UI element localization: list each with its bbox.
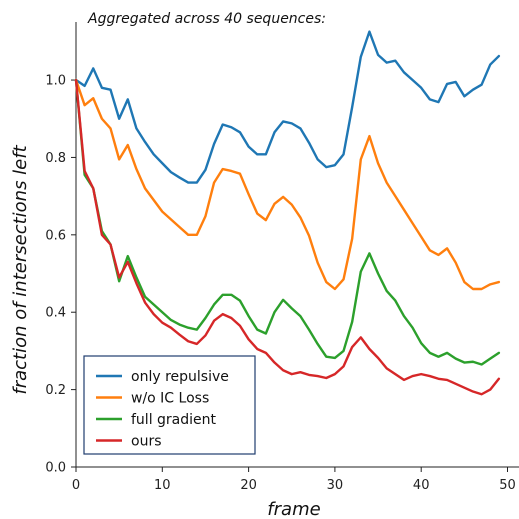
legend: only repulsive w/o IC Loss full gradient ou… (83, 355, 256, 455)
series-line-w-o-ic-loss (74, 78, 501, 291)
series-line-ours (74, 78, 501, 396)
y-axis-label: fraction of intersections left (10, 144, 31, 394)
legend-label: only repulsive (131, 369, 229, 385)
legend-box (83, 355, 256, 455)
y-tick-label: 0.2 (45, 383, 66, 398)
y-tick-label: 0.0 (45, 461, 66, 476)
y-tick-label: 0.4 (45, 306, 66, 321)
x-tick-label: 0 (72, 478, 80, 493)
legend-label: full gradient (131, 412, 217, 428)
legend-label: ours (131, 434, 162, 450)
series-line-only-repulsive (74, 30, 501, 184)
x-tick-label: 40 (413, 478, 430, 493)
y-tick-label: 0.8 (45, 151, 66, 166)
x-tick-label: 50 (499, 478, 516, 493)
x-tick-label: 30 (327, 478, 344, 493)
x-tick-label: 20 (240, 478, 257, 493)
y-ticks: 0.0 0.2 0.4 0.6 0.8 1.0 (45, 74, 76, 476)
series-lines (74, 30, 501, 396)
chart-title: Aggregated across 40 sequences: (87, 11, 326, 27)
legend-label: w/o IC Loss (131, 391, 209, 407)
y-tick-label: 1.0 (45, 74, 66, 89)
series-line-full-gradient (74, 78, 501, 366)
x-ticks: 0 10 20 30 40 50 (72, 467, 516, 493)
x-tick-label: 10 (154, 478, 171, 493)
x-axis-label: frame (267, 499, 320, 519)
axes (75, 22, 519, 468)
y-tick-label: 0.6 (45, 228, 66, 243)
